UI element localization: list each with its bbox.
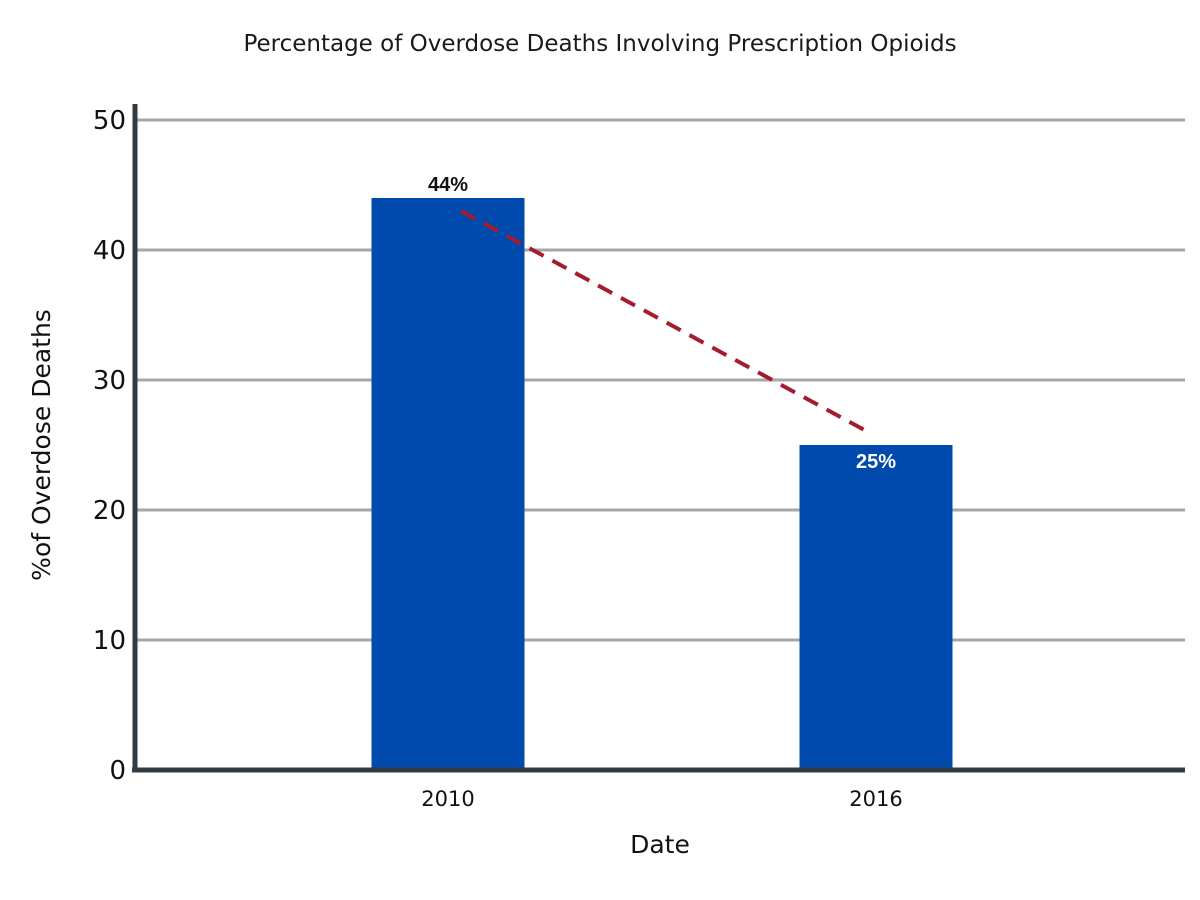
y-tick-label-20: 20 xyxy=(93,496,126,526)
axes xyxy=(132,104,1185,773)
x-tick-label-2010: 2010 xyxy=(421,787,474,811)
y-tick-label-40: 40 xyxy=(93,236,126,266)
bars xyxy=(371,198,953,770)
data-labels: 44% 25% xyxy=(428,174,896,473)
y-tick-label-50: 50 xyxy=(93,106,126,136)
y-tick-labels: 0 10 20 30 40 50 xyxy=(93,106,126,786)
chart-title: Percentage of Overdose Deaths Involving … xyxy=(243,31,956,57)
y-tick-label-10: 10 xyxy=(93,626,126,656)
y-tick-label-30: 30 xyxy=(93,366,126,396)
bar-2016 xyxy=(799,445,953,770)
data-label-2016: 25% xyxy=(856,451,896,473)
bar-2010 xyxy=(371,198,525,770)
x-axis-label: Date xyxy=(630,830,690,859)
y-tick-label-0: 0 xyxy=(109,756,126,786)
data-label-2010: 44% xyxy=(428,174,468,196)
x-tick-label-2016: 2016 xyxy=(849,787,902,811)
x-tick-labels: 2010 2016 xyxy=(421,787,902,811)
y-axis-label: %of Overdose Deaths xyxy=(27,309,56,581)
gridlines xyxy=(135,118,1185,642)
